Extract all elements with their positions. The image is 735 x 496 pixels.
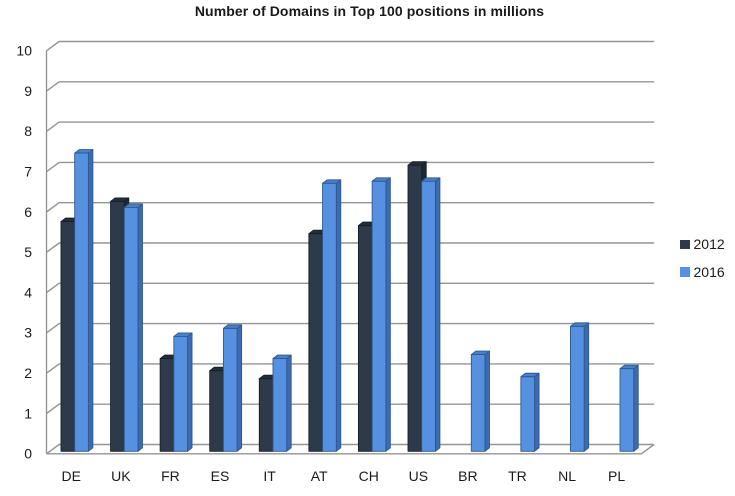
bar-face-front: [322, 182, 337, 452]
gridline: [46, 322, 655, 334]
bar-2016-DE: [74, 149, 94, 452]
bar-face-side: [583, 322, 590, 452]
bar-face-front: [209, 370, 224, 452]
bar-face-front: [110, 200, 125, 452]
bar-face-front: [520, 376, 536, 452]
chart-title: Number of Domains in Top 100 positions i…: [194, 3, 545, 19]
legend-item-2012: 2012: [680, 237, 725, 252]
x-category-label: NL: [558, 468, 576, 484]
bar-face-front: [569, 325, 585, 452]
bar-face-side: [633, 364, 639, 452]
bar-face-side: [434, 177, 441, 452]
bar-face-front: [222, 327, 238, 452]
x-category-label: IT: [263, 468, 276, 484]
legend-item-2016: 2016: [680, 263, 725, 280]
legend-label-2012: 2012: [693, 236, 725, 252]
y-tick-label: 6: [24, 204, 32, 220]
bar-face-side: [137, 203, 143, 452]
bar-face-front: [421, 180, 436, 452]
bar-2016-BR: [470, 350, 490, 452]
bar-face-front: [173, 335, 188, 452]
y-tick-label: 4: [24, 284, 32, 300]
x-category-label: CH: [359, 468, 379, 484]
floor-back-edge: [46, 443, 655, 455]
legend-label-2016: 2016: [693, 263, 725, 280]
bar-face-side: [286, 354, 292, 452]
gridline: [46, 161, 655, 173]
y-tick-label: 7: [24, 164, 32, 180]
bar-face-front: [619, 368, 635, 452]
bar-face-front: [258, 378, 274, 452]
gridline: [46, 121, 655, 132]
y-tick-label: 2: [24, 365, 32, 381]
bar-face-front: [159, 358, 175, 452]
y-tick-label: 5: [24, 244, 32, 260]
bar-face-front: [407, 164, 423, 452]
bar-face-front: [74, 152, 89, 452]
bar-face-side: [187, 332, 193, 452]
x-category-label: FR: [161, 468, 180, 484]
gridline: [46, 282, 655, 294]
y-tick-label: 3: [24, 325, 32, 341]
x-category-label: AT: [311, 468, 328, 484]
bar-2016-TR: [520, 372, 540, 452]
bar-2016-PL: [619, 364, 639, 452]
gridline: [46, 81, 655, 92]
bar-face-side: [87, 149, 94, 452]
bar-2016-CH: [371, 177, 391, 452]
legend-swatch-2016: [680, 267, 690, 277]
legend: 2012 2016: [680, 237, 725, 292]
bar-2016-ES: [222, 324, 243, 452]
y-tick-label: 1: [24, 405, 32, 421]
gridline: [46, 403, 655, 415]
bar-2016-UK: [123, 203, 143, 452]
x-category-label: US: [409, 468, 428, 484]
bar-2016-NL: [569, 322, 590, 452]
x-category-label: BR: [458, 468, 477, 484]
bar-face-front: [371, 180, 387, 452]
bar-face-front: [308, 233, 324, 452]
bar-2016-US: [421, 177, 441, 452]
bar-2016-IT: [272, 354, 292, 452]
gridline: [46, 40, 655, 52]
bar-face-side: [534, 372, 540, 452]
floor-front-edge: [46, 443, 655, 455]
bar-face-front: [272, 358, 288, 452]
bar-2016-FR: [173, 332, 193, 452]
x-category-label: UK: [111, 468, 131, 484]
y-tick-label: 10: [16, 43, 32, 59]
bar-face-side: [484, 350, 490, 452]
bar-face-front: [357, 225, 373, 452]
y-tick-label: 8: [24, 123, 32, 139]
bar-face-front: [60, 221, 76, 452]
y-tick-label: 0: [24, 446, 32, 462]
bar-face-front: [123, 207, 139, 452]
y-tick-label: 9: [24, 83, 32, 99]
bar-face-side: [385, 177, 391, 452]
bar-2016-AT: [322, 179, 342, 452]
bar-face-side: [236, 324, 243, 452]
x-category-label: ES: [211, 468, 230, 484]
bar-face-front: [470, 354, 486, 452]
gridline: [46, 363, 655, 374]
legend-swatch-2012: [680, 239, 690, 250]
x-category-label: TR: [508, 468, 527, 484]
x-category-label: DE: [62, 468, 81, 484]
gridline: [46, 242, 655, 253]
x-category-label: PL: [608, 468, 625, 484]
bar-face-side: [335, 179, 342, 452]
gridline: [46, 202, 655, 213]
